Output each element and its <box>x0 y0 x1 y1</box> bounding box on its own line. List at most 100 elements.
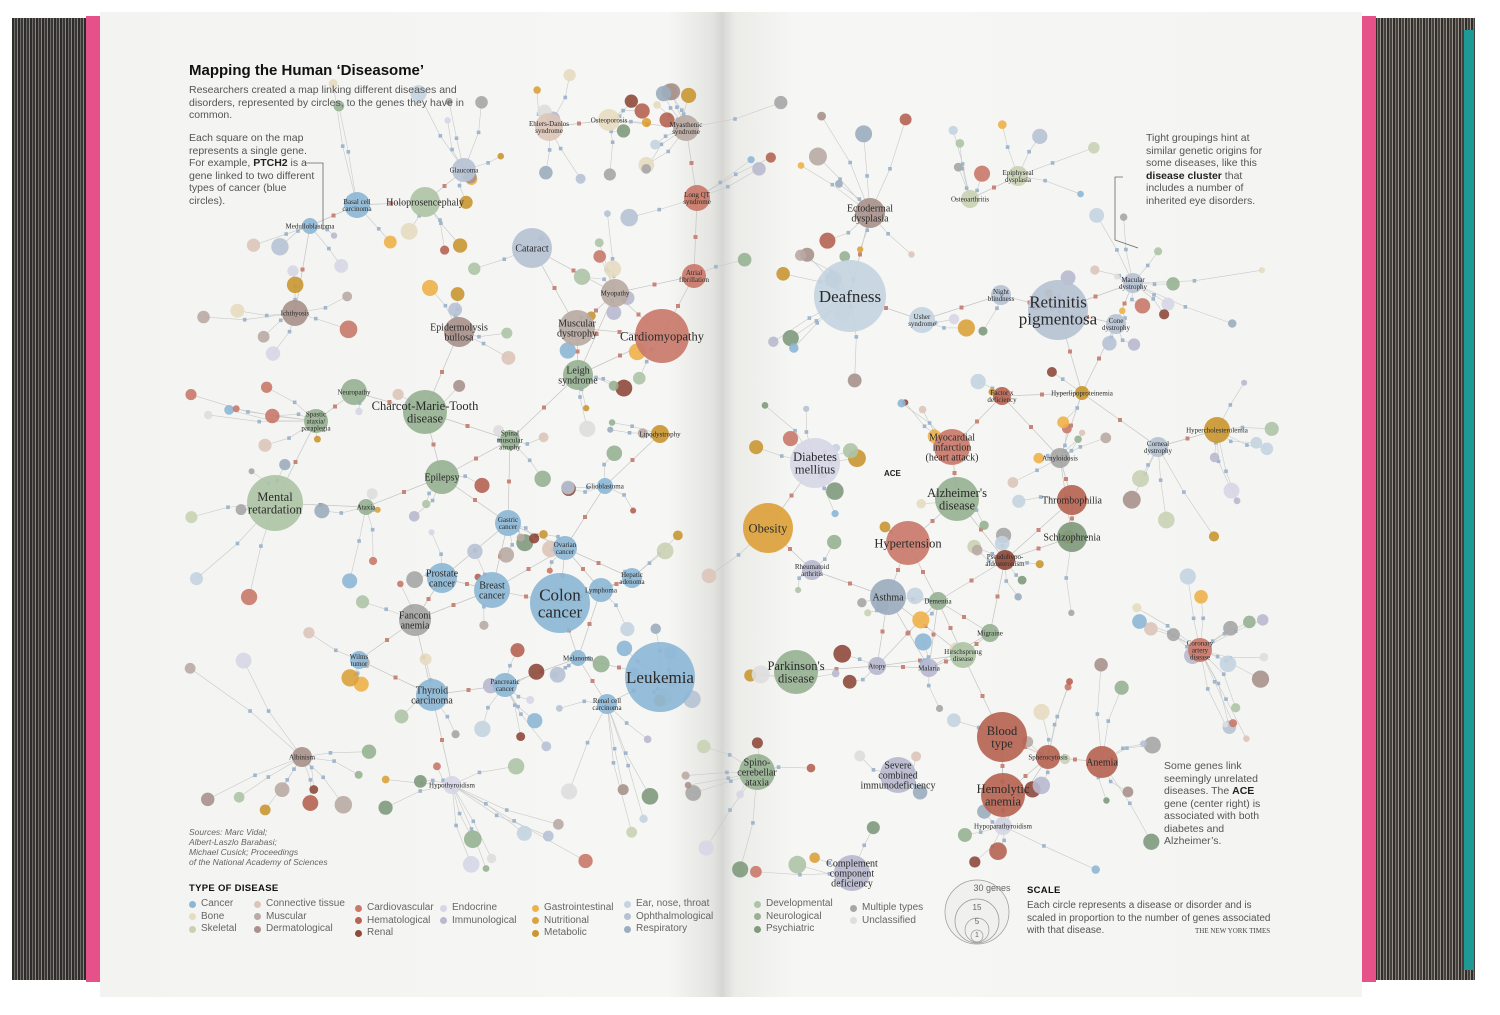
gene-square <box>1124 247 1128 252</box>
disease-node <box>542 830 554 842</box>
disease-node <box>1100 432 1112 444</box>
gene-square <box>804 430 809 434</box>
disease-node <box>282 300 308 326</box>
disease-node <box>935 704 944 713</box>
disease-node <box>1228 719 1238 728</box>
disease-node <box>1148 437 1168 457</box>
gene-square <box>457 183 462 188</box>
disease-node <box>641 117 652 128</box>
gene-square <box>440 738 444 742</box>
gene-square <box>384 607 388 612</box>
disease-node <box>981 773 1025 817</box>
node-label: Lymphoma <box>585 586 618 594</box>
disease-node <box>406 571 423 588</box>
disease-node <box>857 597 867 608</box>
disease-node <box>394 709 409 724</box>
gene-square <box>523 526 528 530</box>
disease-node <box>342 573 358 589</box>
gene-square <box>425 572 430 577</box>
gene-square <box>1038 495 1043 499</box>
gene-square <box>477 770 482 775</box>
disease-node <box>265 346 281 361</box>
legend-swatch-icon <box>754 900 761 908</box>
gene-square <box>571 268 576 273</box>
disease-node <box>747 156 755 164</box>
gene-square <box>1191 616 1196 621</box>
gene-square <box>248 709 252 713</box>
disease-node <box>601 279 629 307</box>
node-label: Lipodystrophy <box>639 430 681 438</box>
gene-square <box>1036 528 1041 532</box>
disease-node <box>279 458 291 471</box>
legend-swatch-icon <box>754 925 761 933</box>
node-label: Muscular dystrophy <box>557 319 597 340</box>
gene-square <box>926 683 931 688</box>
disease-node <box>258 438 272 452</box>
disease-node <box>302 218 318 234</box>
gene-link <box>734 102 781 120</box>
disease-node <box>819 232 836 249</box>
disease-node <box>606 305 622 320</box>
disease-node <box>474 572 510 608</box>
gene-square <box>264 313 269 318</box>
credit: THE NEW YORK TIMES <box>1195 927 1271 935</box>
cover-edge <box>1464 30 1474 970</box>
legend-column: Connective tissue Muscular Dermatological <box>254 898 345 936</box>
disease-node <box>575 173 586 184</box>
disease-node <box>615 379 633 397</box>
node-label: Myasthenic syndrome <box>670 121 703 136</box>
disease-node <box>981 624 999 642</box>
gene-square <box>508 663 512 668</box>
gene-square <box>880 629 885 634</box>
disease-node <box>260 381 273 393</box>
gene-square <box>325 227 329 232</box>
node-label: Spastic ataxia/paraplegia <box>301 410 331 432</box>
gene-square <box>563 95 568 100</box>
scale-text: Each circle represents a disease or diso… <box>1027 900 1271 936</box>
disease-node <box>408 510 420 522</box>
disease-node <box>684 185 710 211</box>
disease-node <box>498 547 515 563</box>
disease-node <box>428 529 435 536</box>
legend-label: Ophthalmological <box>636 910 714 922</box>
disease-node <box>235 652 252 669</box>
node-label: Macular dystrophy <box>1119 276 1148 291</box>
disease-node <box>265 408 280 424</box>
disease-node <box>1122 786 1134 798</box>
disease-node <box>1223 482 1240 499</box>
gene-square <box>788 547 792 551</box>
disease-node <box>350 651 368 669</box>
gene-link <box>448 101 457 139</box>
disease-node <box>977 712 1027 762</box>
gene-link <box>191 506 229 518</box>
gene-link <box>823 488 836 514</box>
gene-link <box>688 777 729 786</box>
gene-square <box>578 395 582 399</box>
disease-node <box>607 426 614 433</box>
legend-item: Unclassified <box>850 915 923 928</box>
gene-square <box>426 597 431 601</box>
disease-node <box>453 379 466 392</box>
node-label: Albinism <box>289 753 316 761</box>
disease-node <box>749 440 764 455</box>
disease-node <box>224 404 235 415</box>
node-label: Breast cancer <box>479 581 506 602</box>
disease-node <box>997 120 1007 130</box>
gene-square <box>1029 425 1033 429</box>
gene-square <box>308 778 313 782</box>
node-label: Gastric cancer <box>498 516 518 531</box>
disease-node <box>516 732 526 742</box>
gene-link <box>451 784 497 816</box>
disease-node <box>834 855 870 891</box>
gene-square <box>323 305 328 310</box>
disease-node <box>608 380 619 391</box>
gene-square <box>848 160 852 165</box>
disease-nodes <box>184 68 1279 891</box>
disease-node <box>573 268 591 285</box>
gene-square <box>659 142 664 147</box>
gene-link <box>607 213 613 259</box>
gene-square <box>1025 561 1029 565</box>
legend-item: Respiratory <box>624 923 713 936</box>
node-label: Epidermolysis bullosa <box>430 323 488 344</box>
